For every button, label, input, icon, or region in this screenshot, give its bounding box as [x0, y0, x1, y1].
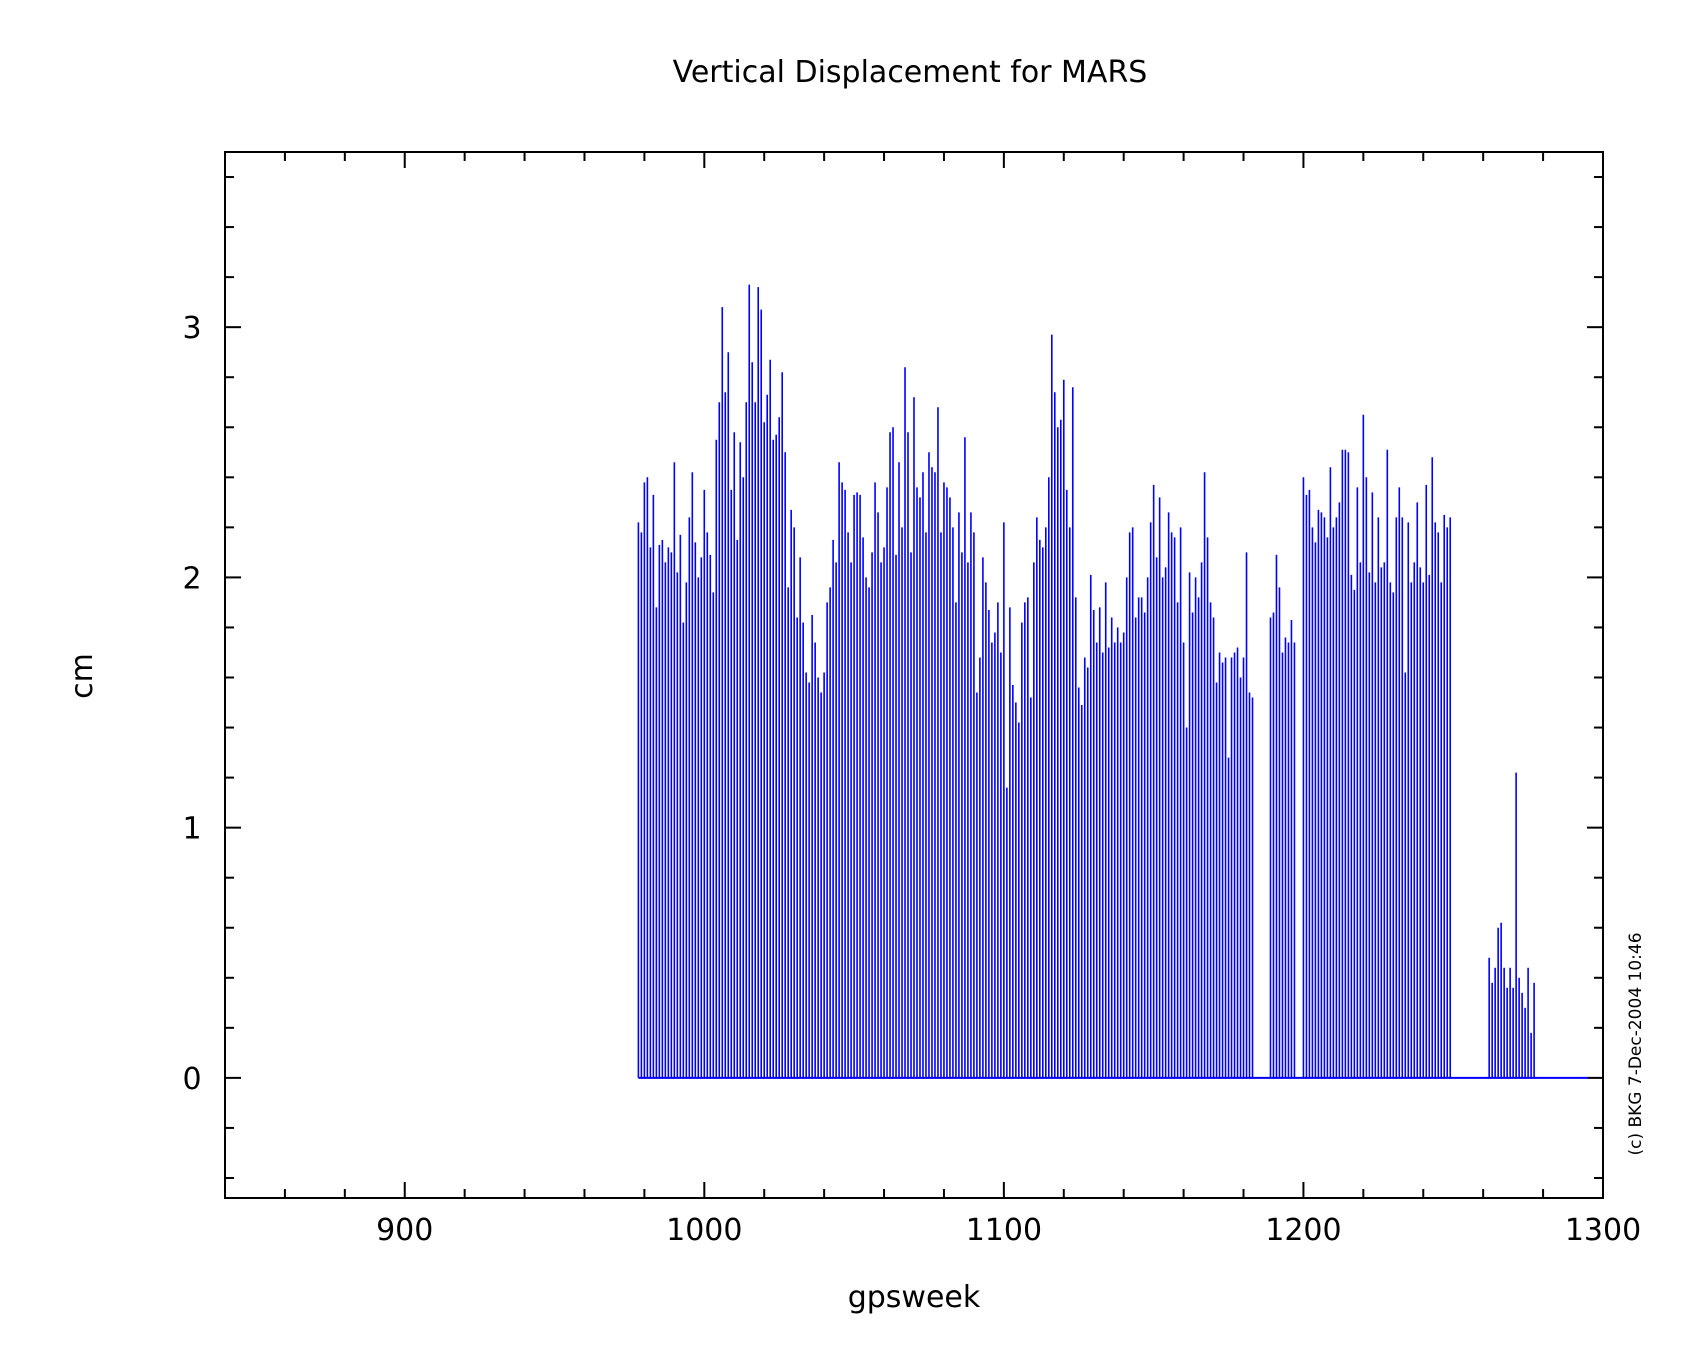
plot-frame: [224, 151, 1604, 1199]
x-tick-label: 1200: [1265, 1213, 1341, 1248]
chart-title: Vertical Displacement for MARS: [673, 55, 1148, 90]
data-bars: [637, 284, 1589, 1079]
y-tick-labels: 0 1 2 3: [182, 311, 201, 1097]
credit-stamp: (c) BKG 7-Dec-2004 10:46: [1626, 932, 1646, 1155]
x-tick-labels: 900 1000 1100 1200 1300: [376, 1213, 1641, 1248]
y-tick-label: 3: [182, 311, 201, 346]
x-tick-label: 1300: [1565, 1213, 1641, 1248]
y-tick-label: 1: [182, 812, 201, 847]
axis-ticks: [225, 152, 1604, 1198]
y-tick-label: 2: [182, 561, 201, 596]
x-tick-label: 1000: [666, 1213, 742, 1248]
x-axis-label: gpsweek: [848, 1280, 981, 1315]
y-axis-label: cm: [65, 653, 100, 699]
y-tick-label: 0: [182, 1062, 201, 1097]
x-tick-label: 1100: [966, 1213, 1042, 1248]
x-tick-label: 900: [376, 1213, 433, 1248]
